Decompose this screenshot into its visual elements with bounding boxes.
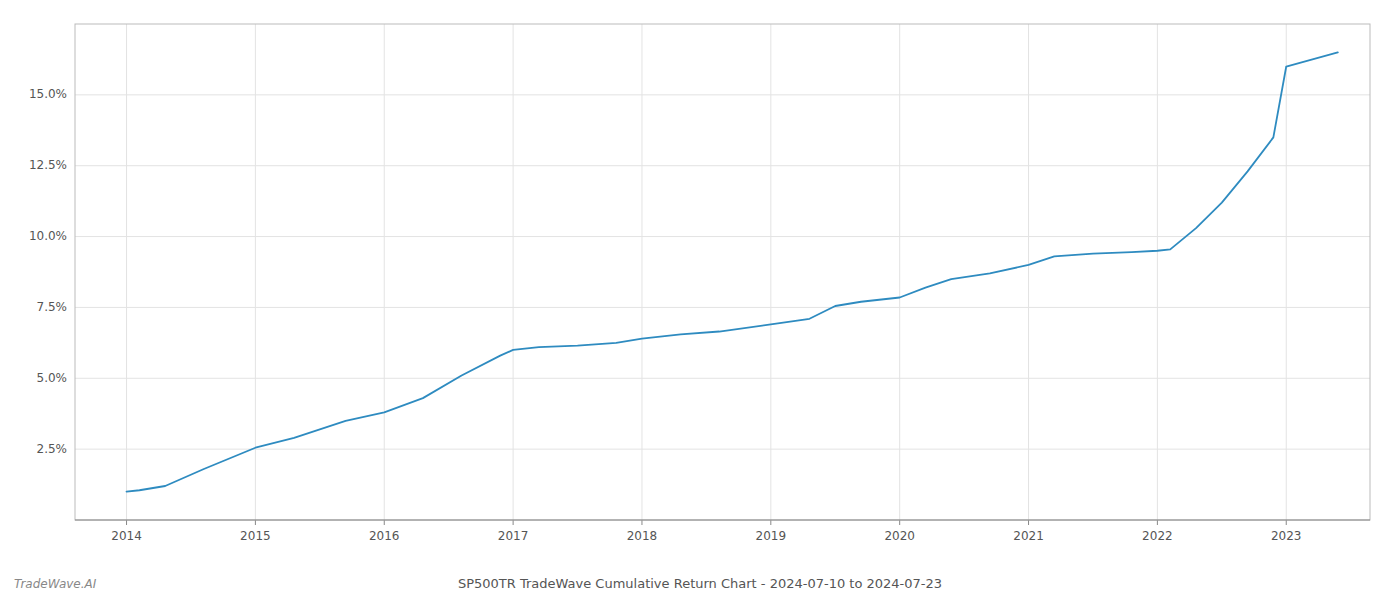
x-tick-label: 2023 [1271, 529, 1302, 543]
x-axis-line [75, 520, 1370, 521]
x-grid-line [126, 24, 127, 520]
y-tick-label: 5.0% [37, 371, 68, 385]
x-grid-line [641, 24, 642, 520]
axes: 2.5% 5.0% 7.5% 10.0% 12.5% 15.0% 2014 2015 2016 2… [29, 24, 1370, 543]
title: SP500TR TradeWave Cumulative Return Char… [458, 576, 942, 591]
plot-area [127, 52, 1338, 491]
y-grid-line [75, 378, 1370, 379]
x-grid-line [899, 24, 900, 520]
y-tick-label: 2.5% [37, 442, 68, 456]
x-grid-line [384, 24, 385, 520]
y-tick-label: 15.0% [29, 87, 67, 101]
watermark: TradeWave.AI [14, 577, 97, 591]
x-tick [1286, 520, 1287, 525]
x-tick-label: 2018 [627, 529, 658, 543]
page: {"chart_data": {"type": "line", "title":… [0, 0, 1400, 600]
chart: 2.5% 5.0% 7.5% 10.0% 12.5% 15.0% 2014 2015 2016 2… [0, 0, 1400, 600]
x-tick-label: 2022 [1142, 529, 1173, 543]
grid [75, 24, 1370, 520]
x-grid-line [1286, 24, 1287, 520]
y-grid-line [75, 165, 1370, 166]
x-grid-line [1157, 24, 1158, 520]
y-tick-label: 12.5% [29, 158, 67, 172]
y-grid-line [75, 236, 1370, 237]
plot-frame [75, 24, 1370, 520]
x-tick [1028, 520, 1029, 525]
x-tick [255, 520, 256, 525]
line-series [127, 52, 1338, 491]
x-grid-line [770, 24, 771, 520]
x-tick [384, 520, 385, 525]
x-tick [770, 520, 771, 525]
x-tick-label: 2017 [498, 529, 529, 543]
x-grid-line [1028, 24, 1029, 520]
y-grid-line [75, 449, 1370, 450]
y-grid-line [75, 307, 1370, 308]
y-grid-line [75, 94, 1370, 95]
x-tick-label: 2021 [1013, 529, 1044, 543]
x-tick [1157, 520, 1158, 525]
x-tick [641, 520, 642, 525]
x-tick [126, 520, 127, 525]
x-grid-line [513, 24, 514, 520]
x-tick [513, 520, 514, 525]
x-tick-label: 2020 [884, 529, 915, 543]
x-tick-label: 2015 [240, 529, 271, 543]
x-tick [899, 520, 900, 525]
x-tick-label: 2014 [111, 529, 142, 543]
x-tick-label: 2019 [756, 529, 787, 543]
x-tick-label: 2016 [369, 529, 400, 543]
y-tick-label: 10.0% [29, 229, 67, 243]
y-tick-label: 7.5% [37, 300, 68, 314]
x-grid-line [255, 24, 256, 520]
